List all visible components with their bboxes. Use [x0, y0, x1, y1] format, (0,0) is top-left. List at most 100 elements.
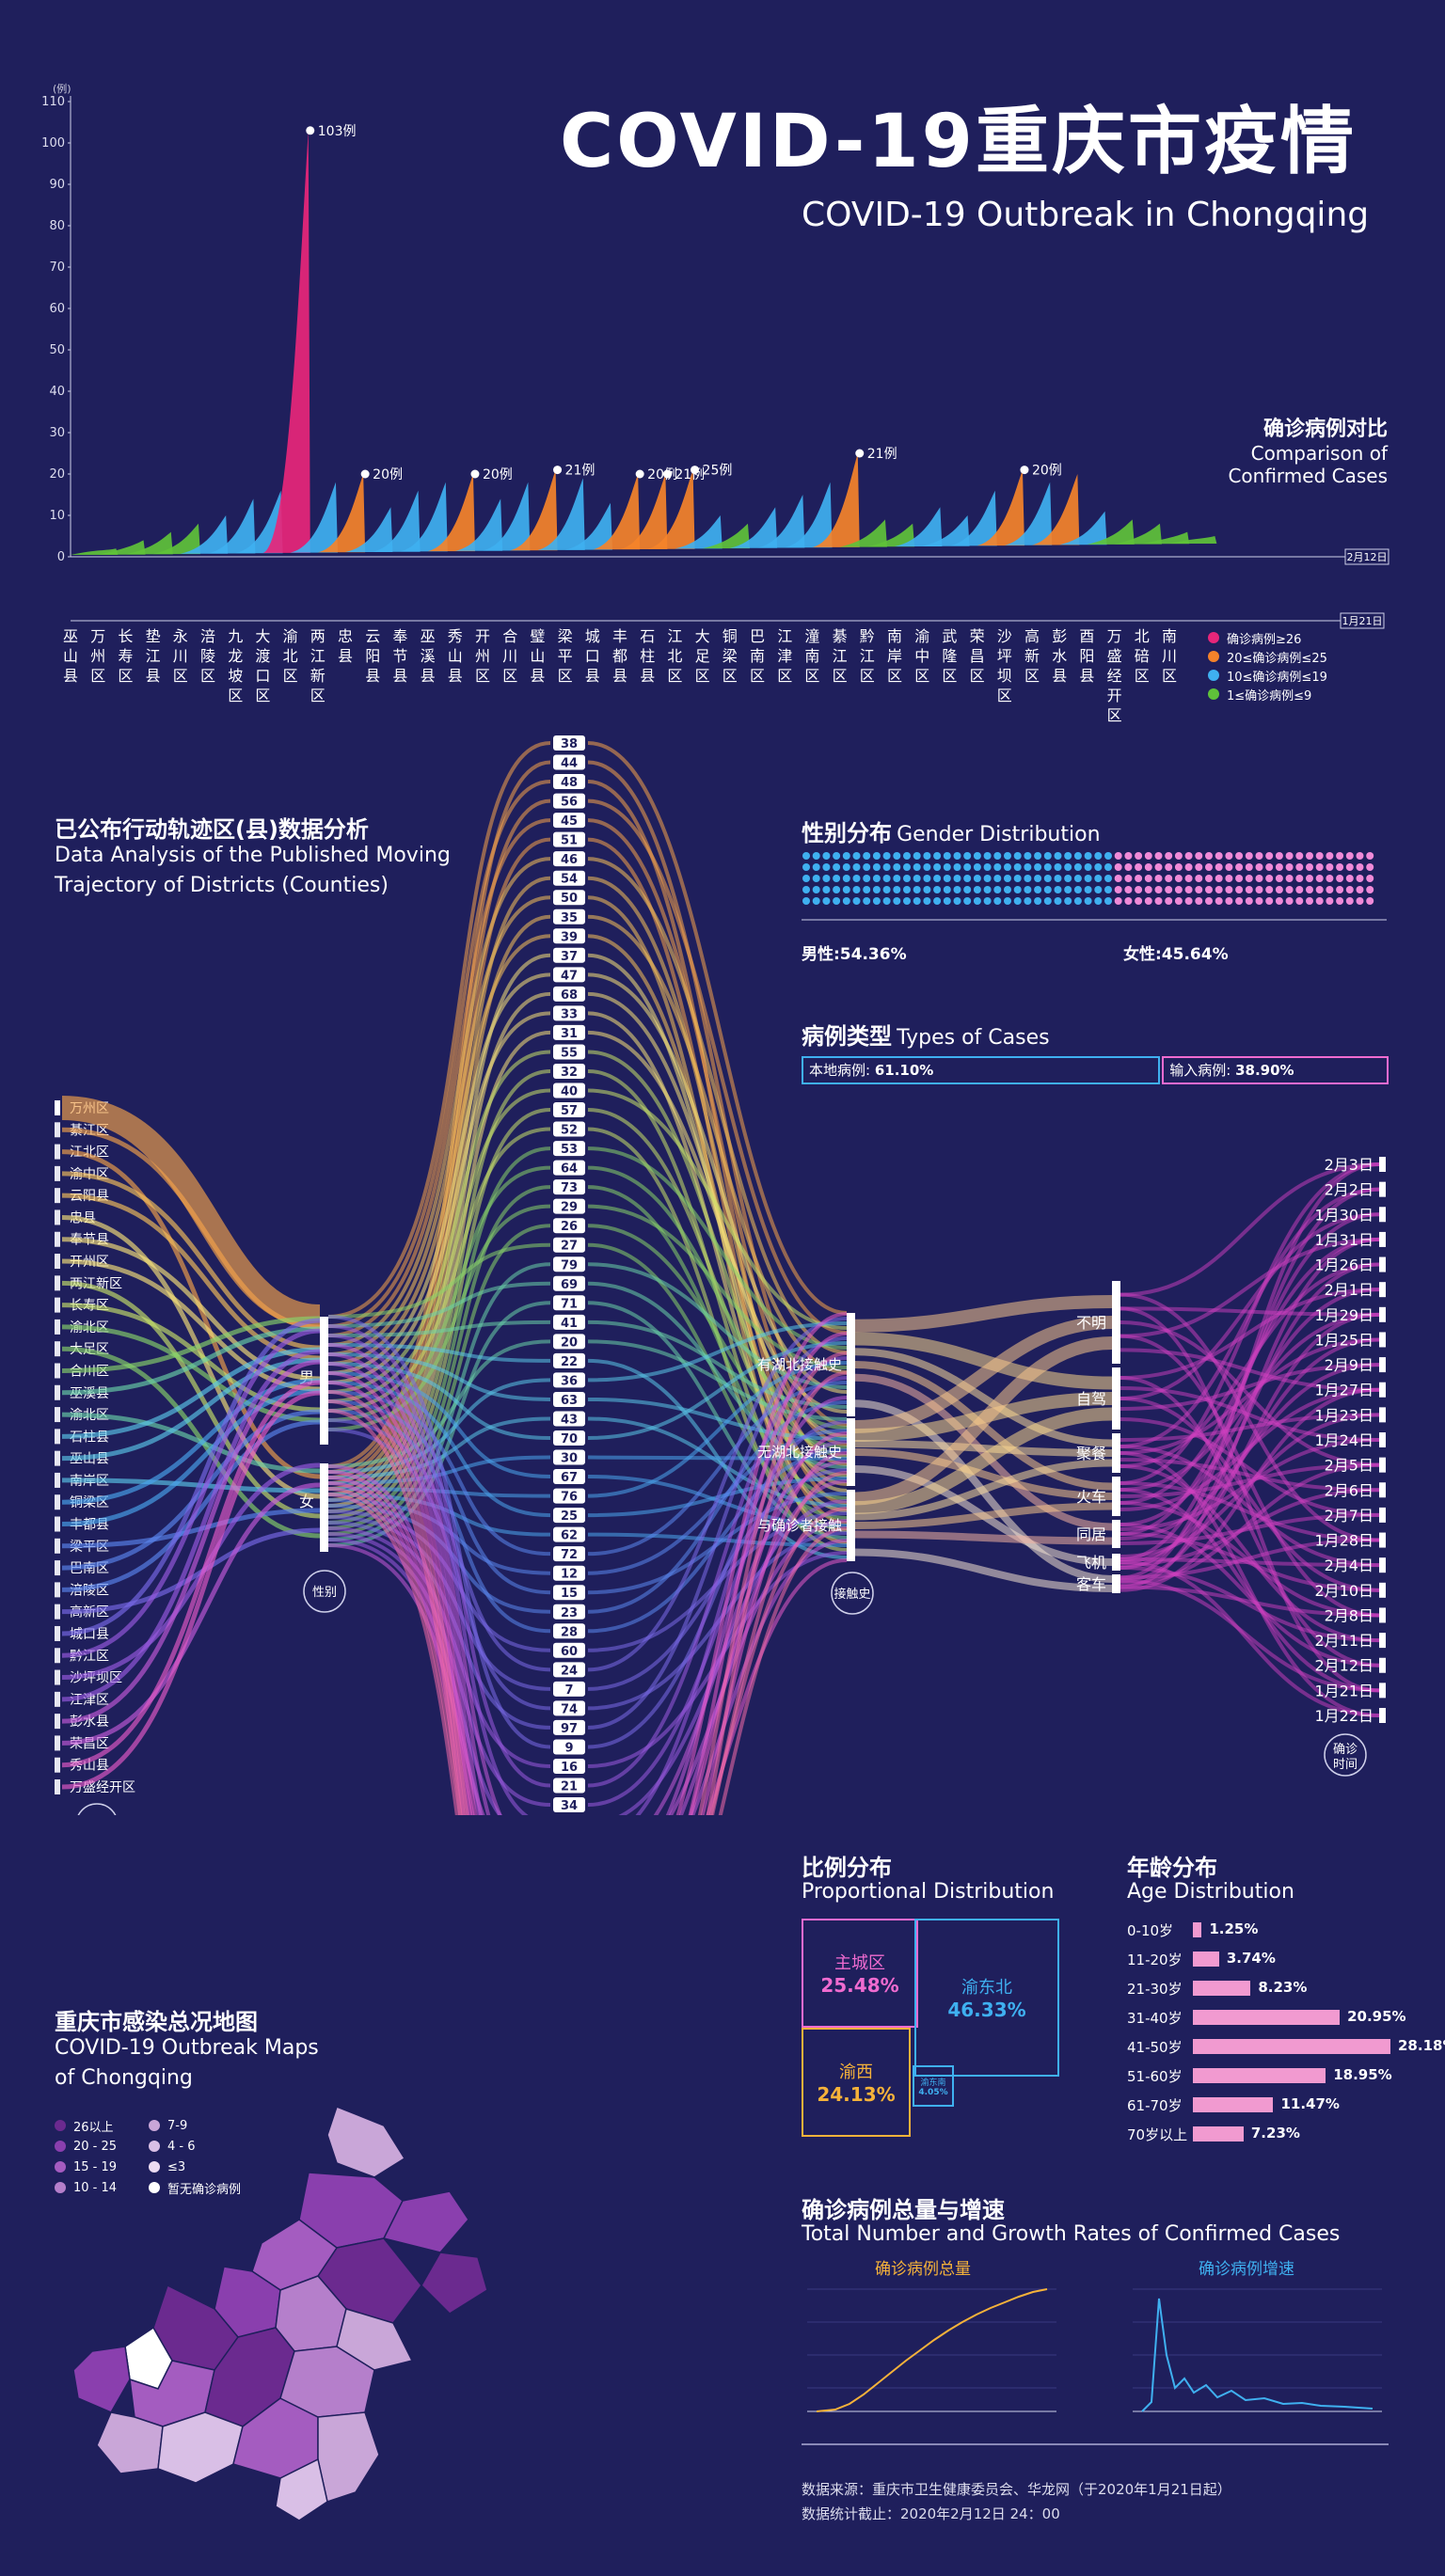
- date-label: 1月23日: [1314, 1406, 1374, 1424]
- female-dot: [1255, 863, 1263, 871]
- age-node: [553, 909, 585, 925]
- flow-transport-date: [1119, 1512, 1380, 1545]
- flow-gender-age: [327, 1399, 466, 1815]
- district-label: 丰: [612, 627, 627, 645]
- district-label: 川: [173, 647, 188, 665]
- legend-label: 确诊病例≥26: [1227, 632, 1302, 647]
- flow-district-gender: [61, 1388, 321, 1527]
- flow-district-gender: [61, 1328, 321, 1658]
- axis-district: [77, 1803, 117, 1815]
- gender-node-female: [320, 1463, 328, 1552]
- map-legend-label: 20 - 25: [73, 2139, 118, 2154]
- age-node: [553, 851, 585, 867]
- district-node: [55, 1209, 60, 1225]
- footer-divider: [802, 2443, 1389, 2445]
- age-node: [553, 947, 585, 963]
- age-label: 41: [561, 1317, 578, 1331]
- district-node: [55, 1604, 60, 1620]
- flow-gender-age: [327, 1339, 551, 1468]
- female-dot: [1184, 875, 1193, 882]
- male-dot: [1094, 897, 1103, 905]
- flow-transport-date: [1119, 1445, 1380, 1568]
- comparison-area-垫江县: [152, 523, 200, 555]
- comparison-area-奉节县: [400, 482, 448, 552]
- age-node: [553, 1160, 585, 1176]
- district-label: 县: [612, 667, 627, 685]
- date-node: [1379, 1607, 1386, 1623]
- district-label: 区: [1107, 706, 1122, 724]
- district-label: 区: [777, 667, 792, 685]
- district-label: 璧: [530, 627, 545, 645]
- date-label: 1月26日: [1314, 1256, 1374, 1274]
- age-label: 48: [561, 776, 578, 790]
- district-label: 彭: [1052, 627, 1067, 645]
- age-label: 54: [561, 873, 578, 887]
- male-dot: [913, 863, 921, 871]
- district-label: 阳: [1079, 647, 1094, 665]
- district-label: 区: [283, 667, 298, 685]
- female-dot: [1135, 863, 1143, 871]
- age-label: 20: [561, 1335, 578, 1350]
- age-label: 31: [561, 1027, 578, 1041]
- date-node: [1379, 1231, 1386, 1247]
- age-node: [553, 1488, 585, 1504]
- flow-contact-transport: [854, 1348, 1113, 1447]
- female-dot: [1345, 886, 1354, 893]
- female-dot: [1326, 863, 1334, 871]
- map-legend-label: 10 - 14: [73, 2180, 118, 2195]
- district-label: 县: [448, 667, 463, 685]
- growth-rate-line: [1141, 2298, 1374, 2412]
- total-cases-line: [816, 2288, 1048, 2412]
- district-label: 区: [914, 667, 929, 685]
- peak-annotation: 25例: [703, 464, 733, 479]
- male-dot: [1024, 863, 1032, 871]
- comparison-area-渝北区: [290, 482, 338, 553]
- male-dot: [1034, 863, 1042, 871]
- district-label: 都: [612, 647, 627, 665]
- age-label: 21: [561, 1780, 578, 1794]
- flow-age-contact: [688, 1332, 848, 1815]
- district-label: 渝: [283, 627, 298, 645]
- transport-node: [1112, 1477, 1120, 1516]
- district-label: 中: [914, 647, 929, 665]
- flow-transport-date: [1119, 1312, 1380, 1492]
- district-label: 区: [173, 667, 188, 685]
- female-dot: [1345, 852, 1354, 860]
- date-node: [1379, 1582, 1386, 1598]
- male-dot: [1013, 886, 1022, 893]
- male-dot: [963, 886, 972, 893]
- male-dot: [1054, 875, 1062, 882]
- female-dot: [1315, 852, 1324, 860]
- age-bar-value: 18.95%: [1333, 2066, 1392, 2083]
- flow-age-contact: [587, 1321, 848, 1383]
- female-dot: [1114, 886, 1122, 893]
- district-label: 綦: [833, 627, 848, 645]
- y-tick-label: 40: [49, 385, 65, 399]
- age-node: [553, 1449, 585, 1465]
- prop-box-northeast: 渝东北 46.33%: [914, 1919, 1059, 2077]
- age-bar-value: 8.23%: [1258, 1979, 1308, 1996]
- district-node: [55, 1560, 60, 1576]
- male-dot: [913, 852, 921, 860]
- axis-time: [1324, 1733, 1367, 1777]
- male-dot: [1104, 852, 1112, 860]
- age-node: [553, 1218, 585, 1234]
- male-dot: [863, 886, 871, 893]
- district-label: 江: [310, 647, 326, 665]
- male-dot: [1004, 875, 1011, 882]
- district-label: 口: [255, 667, 270, 685]
- flow-age-contact: [718, 1526, 848, 1815]
- total-cases-chart: [807, 2288, 1056, 2412]
- age-node: [553, 1179, 585, 1195]
- flow-gender-age: [327, 1315, 551, 1749]
- female-dot: [1336, 886, 1344, 893]
- comparison-area-沙坪坝区: [1004, 482, 1053, 545]
- flow-age-contact: [587, 798, 848, 1335]
- female-dot: [1154, 852, 1163, 860]
- flow-transport-date: [1119, 1306, 1380, 1693]
- district-node: [55, 1319, 60, 1335]
- axis-time-label-2: 时间: [1333, 1758, 1358, 1772]
- male-dot: [882, 886, 891, 893]
- district-label: 县: [392, 667, 407, 685]
- district-label: 区: [1162, 667, 1177, 685]
